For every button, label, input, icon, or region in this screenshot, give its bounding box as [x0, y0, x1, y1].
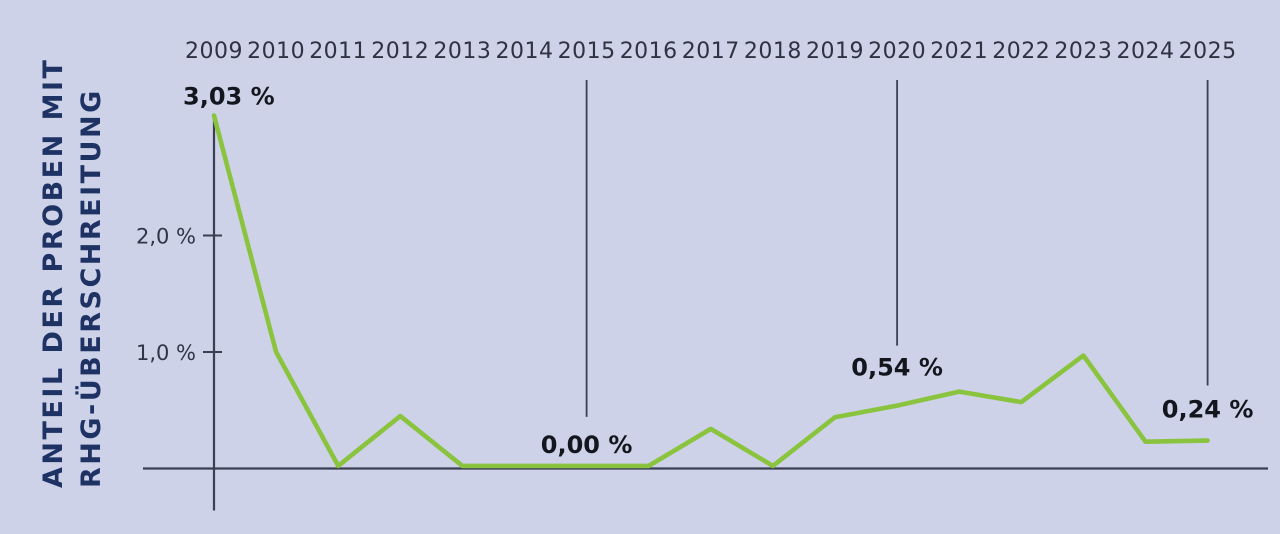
x-axis-year-label: 2021 [930, 39, 988, 64]
x-axis-year-label: 2019 [806, 39, 864, 64]
x-axis-year-label: 2017 [682, 39, 740, 64]
x-axis-year-label: 2014 [496, 39, 554, 64]
x-axis-year-label: 2012 [371, 39, 429, 64]
data-point-label: 0,00 % [541, 431, 633, 459]
x-axis-year-label: 2015 [558, 39, 616, 64]
x-axis-year-label: 2020 [868, 39, 926, 64]
x-axis-year-label: 2025 [1179, 39, 1237, 64]
x-axis-year-label: 2016 [620, 39, 678, 64]
x-axis-year-label: 2024 [1117, 39, 1175, 64]
y-axis-tick-label: 1,0 % [136, 341, 196, 365]
data-point-label: 3,03 % [183, 83, 275, 111]
x-axis-year-label: 2018 [744, 39, 802, 64]
x-axis-year-label: 2011 [309, 39, 367, 64]
x-axis-year-label: 2023 [1054, 39, 1112, 64]
data-point-label: 0,24 % [1162, 396, 1254, 424]
y-axis-tick-label: 2,0 % [136, 225, 196, 249]
x-axis-year-label: 2009 [185, 39, 243, 64]
x-axis-year-label: 2022 [992, 39, 1050, 64]
data-point-label: 0,54 % [851, 354, 943, 382]
x-axis-year-label: 2010 [247, 39, 305, 64]
data-line [211, 113, 1210, 469]
x-axis-year-label: 2013 [433, 39, 491, 64]
